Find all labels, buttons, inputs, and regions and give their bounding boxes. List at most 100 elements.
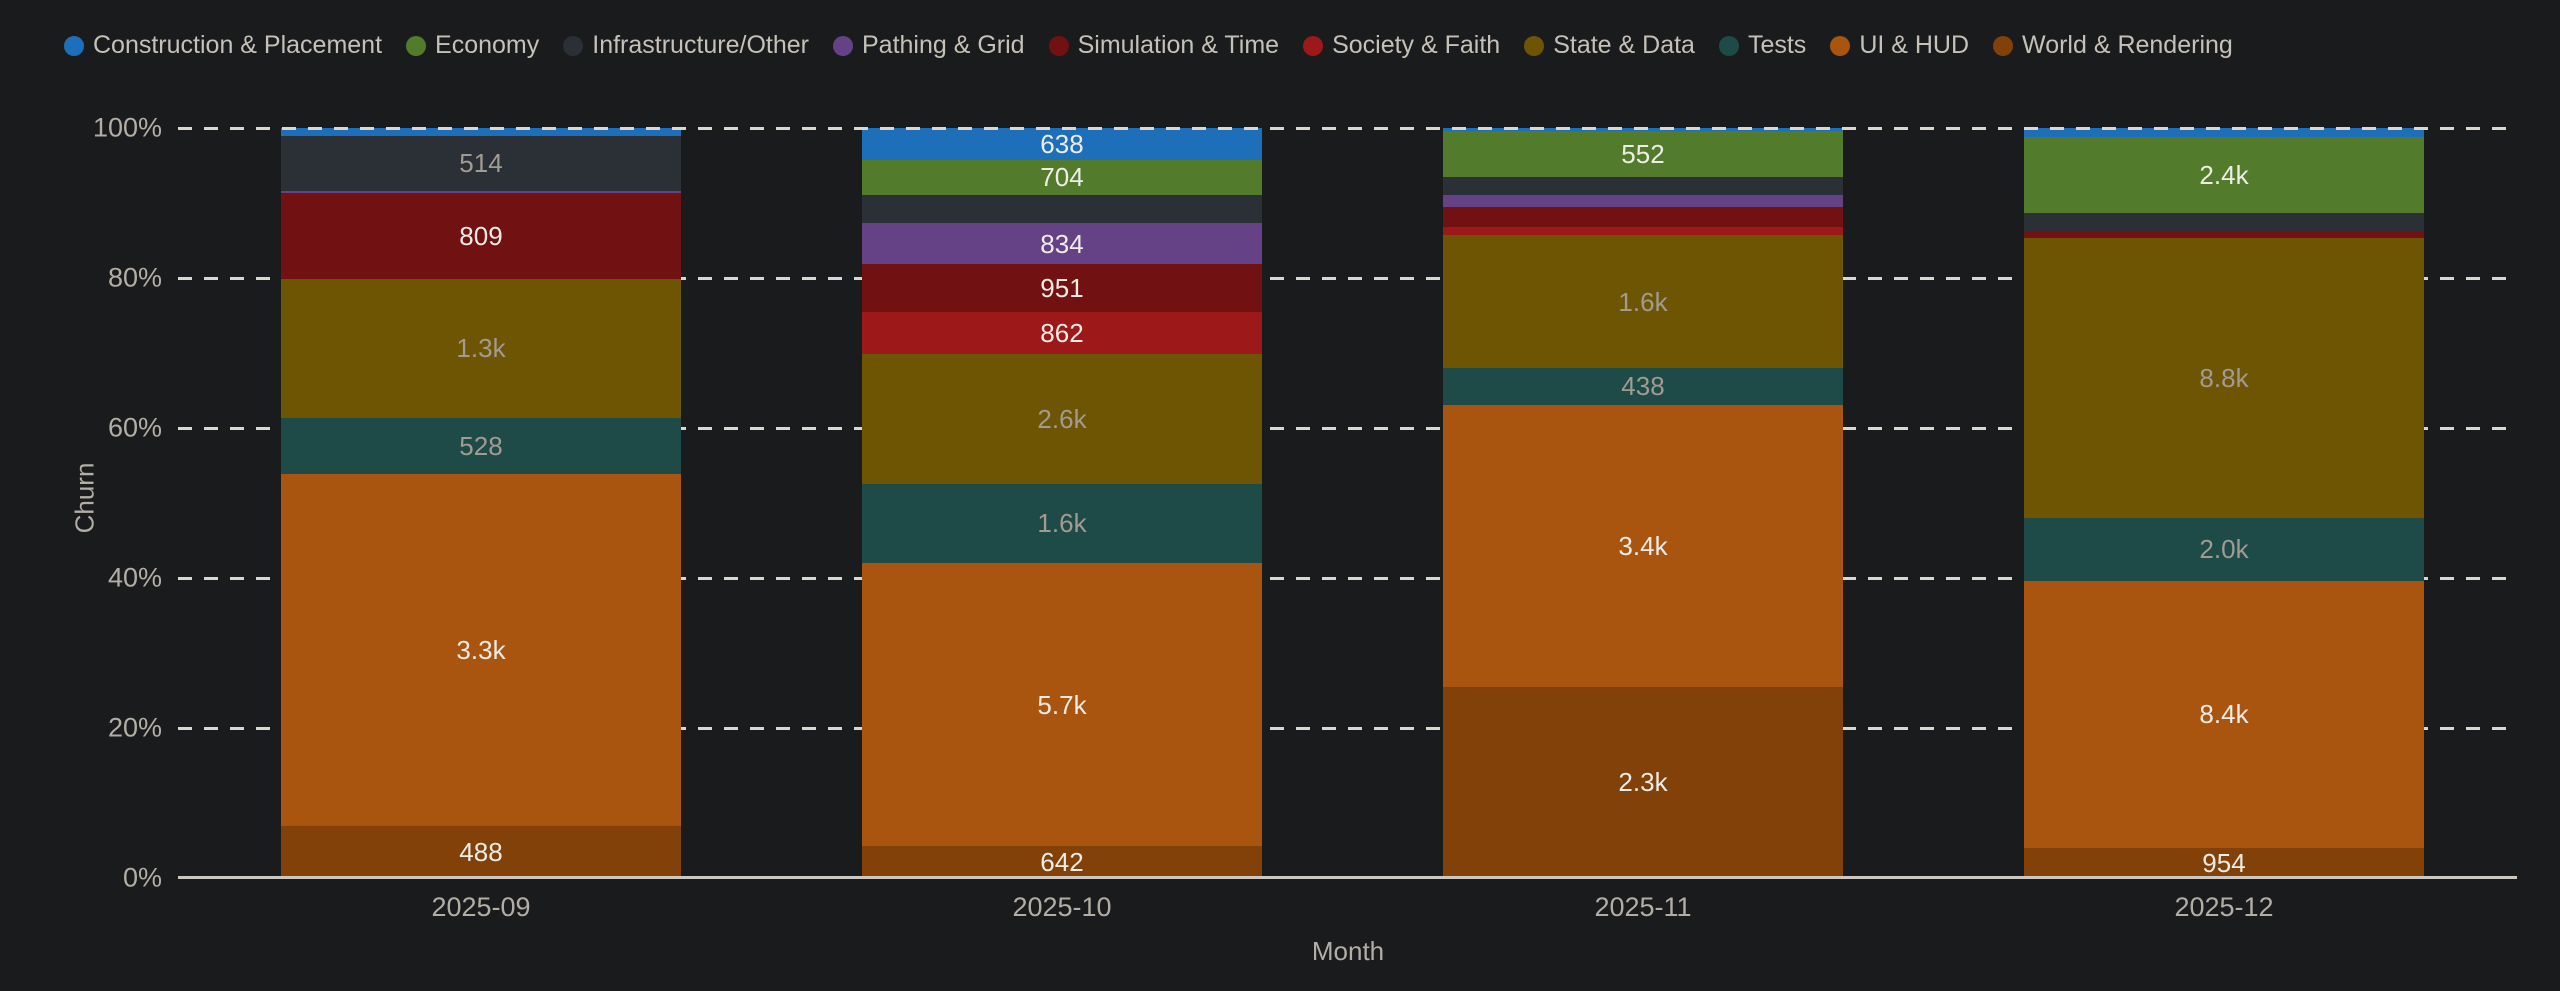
legend: Construction & Placement Economy Infrastru…: [64, 33, 2233, 58]
segment-ui-hud-2025-10[interactable]: 5.7k: [862, 563, 1262, 847]
segment-construction-placement-2025-12[interactable]: [2024, 128, 2424, 137]
segment-state-data-2025-12[interactable]: 8.8k: [2024, 238, 2424, 518]
x-tick-2025-09: 2025-09: [431, 892, 531, 922]
segment-tests-2025-09[interactable]: 528: [281, 417, 681, 475]
legend-marker-icon: [406, 35, 427, 56]
legend-label: State & Data: [1553, 31, 1695, 59]
bar-2025-12: 2.4k 8.8k 2.0k 8.4k 954: [2024, 128, 2424, 878]
legend-label: Infrastructure/Other: [592, 31, 809, 59]
legend-item-economy[interactable]: Economy: [406, 33, 539, 58]
segment-simulation-time-2025-11[interactable]: [1443, 207, 1843, 228]
legend-item-infrastructure-other[interactable]: Infrastructure/Other: [563, 33, 809, 58]
y-tick-20: 20%: [107, 712, 162, 743]
segment-ui-hud-2025-09[interactable]: 3.3k: [281, 474, 681, 826]
y-tick-60: 60%: [107, 412, 162, 443]
segment-world-rendering-2025-12[interactable]: 954: [2024, 847, 2424, 878]
legend-marker-icon: [1303, 35, 1324, 56]
segment-state-data-2025-10[interactable]: 2.6k: [862, 354, 1262, 484]
segment-infrastructure-other-2025-12[interactable]: [2024, 213, 2424, 233]
segment-state-data-2025-11[interactable]: 1.6k: [1443, 235, 1843, 369]
segment-value-label: 8.8k: [2199, 362, 2249, 393]
segment-value-label: 862: [1040, 318, 1084, 348]
legend-label: Society & Faith: [1332, 31, 1501, 59]
segment-construction-placement-2025-09[interactable]: [281, 128, 681, 136]
legend-label: Economy: [435, 31, 540, 59]
segment-world-rendering-2025-10[interactable]: 642: [862, 846, 1262, 878]
segment-pathing-grid-2025-09[interactable]: [281, 190, 681, 193]
y-tick-0: 0%: [122, 862, 162, 893]
segment-pathing-grid-2025-10[interactable]: 834: [862, 222, 1262, 265]
legend-item-ui-hud[interactable]: UI & HUD: [1830, 33, 1969, 58]
gridline-20: [178, 727, 2517, 730]
segment-value-label: 528: [459, 430, 503, 461]
bar-2025-11: 552 1.6k 438 3.4k 2.3k: [1443, 128, 1843, 878]
plot-area: 514 809 1.3k 528 3.3k 488 2025-09 638 704 834 951 8…: [178, 127, 2517, 922]
segment-infrastructure-other-2025-11[interactable]: [1443, 176, 1843, 195]
segment-value-label: 552: [1621, 138, 1665, 169]
gridline-60: [178, 427, 2517, 430]
legend-label: Simulation & Time: [1077, 31, 1280, 59]
segment-economy-2025-11[interactable]: 552: [1443, 130, 1843, 177]
segment-tests-2025-11[interactable]: 438: [1443, 368, 1843, 405]
segment-world-rendering-2025-09[interactable]: 488: [281, 825, 681, 878]
legend-label: Construction & Placement: [93, 31, 383, 59]
segment-value-label: 1.6k: [1618, 286, 1668, 317]
legend-label: UI & HUD: [1859, 31, 1970, 59]
segment-society-faith-2025-11[interactable]: [1443, 227, 1843, 236]
legend-item-pathing-grid[interactable]: Pathing & Grid: [833, 33, 1025, 58]
legend-label: Pathing & Grid: [862, 31, 1025, 59]
legend-marker-icon: [833, 35, 853, 56]
bar-2025-09: 514 809 1.3k 528 3.3k 488: [281, 128, 681, 878]
legend-marker-icon: [64, 35, 84, 56]
x-tick-2025-10: 2025-10: [1012, 892, 1112, 922]
legend-item-society-faith[interactable]: Society & Faith: [1303, 33, 1500, 58]
segment-tests-2025-10[interactable]: 1.6k: [862, 483, 1262, 563]
legend-marker-icon: [1048, 35, 1069, 56]
segment-simulation-time-2025-09[interactable]: 809: [281, 192, 681, 280]
segment-economy-2025-12[interactable]: 2.4k: [2024, 136, 2424, 214]
legend-marker-icon: [1830, 35, 1851, 56]
segment-infrastructure-other-2025-09[interactable]: 514: [281, 135, 681, 191]
segment-value-label: 951: [1040, 272, 1084, 303]
segment-value-label: 2.3k: [1618, 767, 1668, 798]
segment-pathing-grid-2025-11[interactable]: [1443, 194, 1843, 208]
legend-item-simulation-time[interactable]: Simulation & Time: [1048, 31, 1280, 59]
y-axis-title: Churn: [69, 462, 100, 534]
segment-world-rendering-2025-11[interactable]: 2.3k: [1443, 686, 1843, 878]
segment-value-label: 3.3k: [456, 635, 506, 665]
bar-2025-10: 638 704 834 951 862 2.6k 1.6k 5.7k 642: [862, 128, 1262, 878]
segment-value-label: 834: [1040, 228, 1084, 259]
segment-value-label: 2.6k: [1037, 403, 1087, 434]
segment-ui-hud-2025-11[interactable]: 3.4k: [1443, 404, 1843, 687]
legend-label: World & Rendering: [2022, 31, 2233, 59]
segment-value-label: 8.4k: [2199, 699, 2249, 730]
segment-society-faith-2025-10[interactable]: 862: [862, 311, 1262, 355]
segment-simulation-time-2025-10[interactable]: 951: [862, 264, 1262, 312]
segment-ui-hud-2025-12[interactable]: 8.4k: [2024, 581, 2424, 848]
segment-value-label: 5.7k: [1037, 689, 1087, 720]
segment-value-label: 642: [1040, 847, 1084, 878]
y-tick-100: 100%: [92, 112, 162, 143]
gridline-100: [178, 127, 2517, 130]
legend-item-state-data[interactable]: State & Data: [1524, 33, 1695, 58]
legend-item-tests[interactable]: Tests: [1718, 31, 1807, 59]
segment-construction-placement-2025-10[interactable]: 638: [862, 128, 1262, 160]
segment-value-label: 3.4k: [1618, 530, 1668, 561]
segment-tests-2025-12[interactable]: 2.0k: [2024, 517, 2424, 582]
x-axis-title: Month: [1311, 936, 1385, 966]
segment-value-label: 2.0k: [2199, 534, 2249, 565]
segment-infrastructure-other-2025-10[interactable]: [862, 194, 1262, 223]
legend-item-construction-placement[interactable]: Construction & Placement: [64, 33, 382, 58]
segment-state-data-2025-09[interactable]: 1.3k: [281, 279, 681, 418]
segment-value-label: 488: [459, 836, 503, 867]
legend-marker-icon: [1993, 35, 2014, 56]
segment-simulation-time-2025-12[interactable]: [2024, 232, 2424, 239]
legend-item-world-rendering[interactable]: World & Rendering: [1993, 33, 2233, 58]
legend-label: Tests: [1747, 31, 1807, 59]
legend-marker-icon: [1718, 35, 1739, 56]
x-axis-line: [178, 876, 2517, 879]
x-tick-2025-12: 2025-12: [2174, 892, 2274, 922]
segment-economy-2025-10[interactable]: 704: [862, 159, 1262, 195]
gridline-80: [178, 277, 2517, 280]
